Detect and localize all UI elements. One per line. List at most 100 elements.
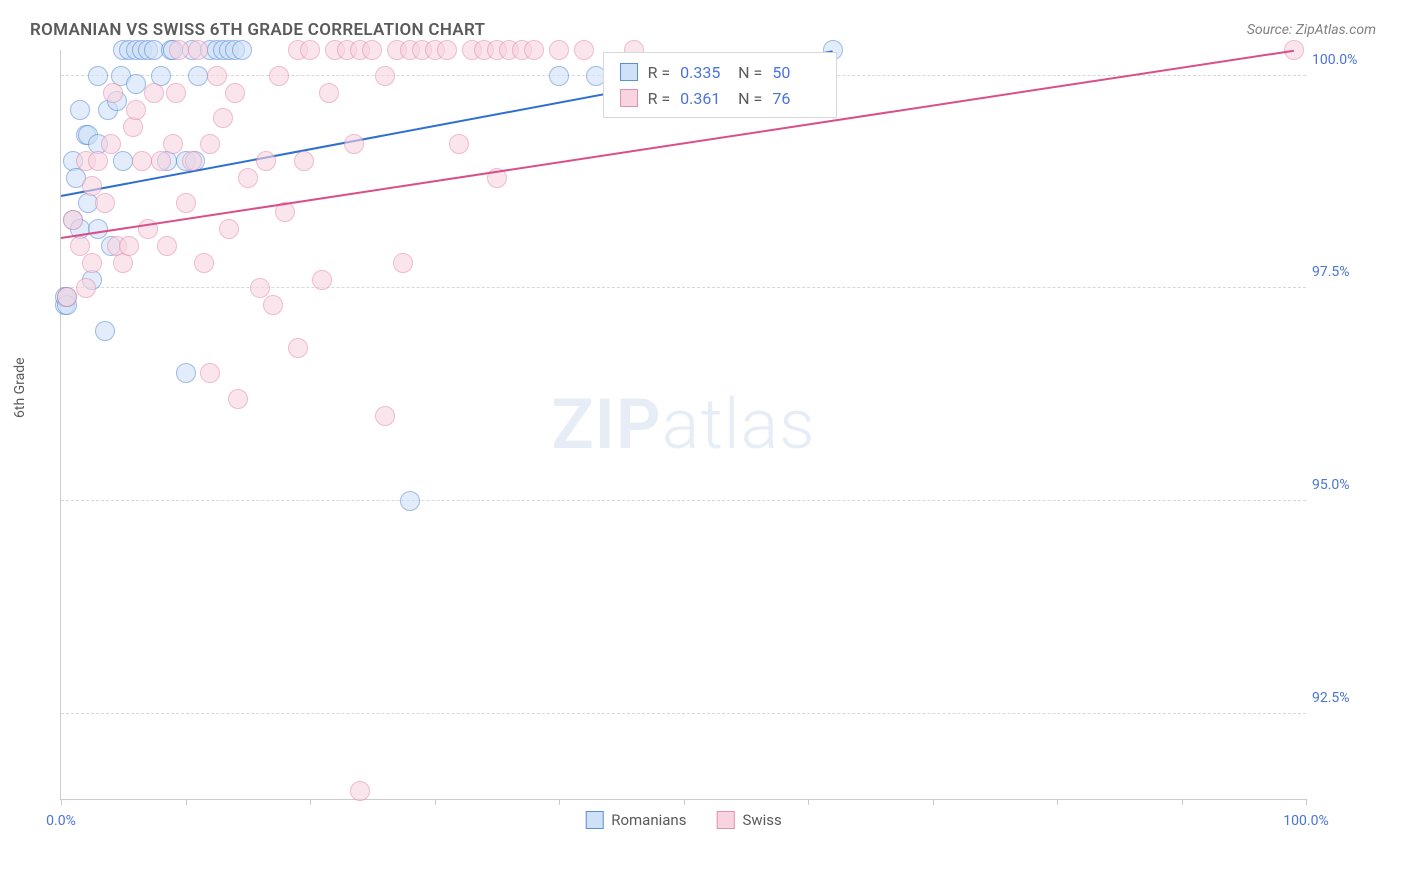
scatter-point bbox=[375, 406, 395, 426]
stat-n-label: N = bbox=[738, 89, 762, 108]
y-tick-label: 100.0% bbox=[1312, 52, 1372, 68]
stats-row: R = 0.361 N = 76 bbox=[620, 85, 821, 111]
legend-swatch-icon bbox=[716, 811, 734, 829]
stats-row: R =0.335N =50 bbox=[620, 59, 821, 85]
scatter-point bbox=[219, 219, 239, 239]
scatter-point bbox=[300, 40, 320, 60]
scatter-point bbox=[70, 100, 90, 120]
legend: Romanians Swiss bbox=[585, 811, 782, 829]
x-tick bbox=[1306, 799, 1307, 805]
scatter-point bbox=[238, 168, 258, 188]
scatter-point bbox=[76, 278, 96, 298]
scatter-point bbox=[250, 278, 270, 298]
scatter-point bbox=[294, 151, 314, 171]
stat-r-label: R = bbox=[648, 89, 671, 108]
legend-swatch-icon bbox=[585, 811, 603, 829]
x-tick bbox=[933, 799, 934, 805]
x-tick bbox=[1182, 799, 1183, 805]
scatter-point bbox=[574, 40, 594, 60]
chart-area: 6th Grade ZIPatlas 92.5%95.0%97.5%100.0%… bbox=[50, 50, 1376, 830]
legend-label: Swiss bbox=[742, 811, 781, 829]
legend-item: Swiss bbox=[716, 811, 781, 829]
watermark: ZIPatlas bbox=[551, 384, 815, 466]
x-tick bbox=[1057, 799, 1058, 805]
stat-r-label: R = bbox=[648, 63, 671, 82]
scatter-point bbox=[213, 108, 233, 128]
scatter-point bbox=[400, 491, 420, 511]
stat-r-value: 0.361 bbox=[680, 89, 728, 108]
legend-swatch-icon bbox=[620, 89, 638, 107]
scatter-point bbox=[151, 151, 171, 171]
legend-item: Romanians bbox=[585, 811, 686, 829]
gridline bbox=[61, 500, 1306, 501]
scatter-point bbox=[113, 253, 133, 273]
scatter-point bbox=[344, 134, 364, 154]
scatter-point bbox=[176, 193, 196, 213]
scatter-point bbox=[82, 253, 102, 273]
scatter-point bbox=[132, 151, 152, 171]
scatter-point bbox=[225, 83, 245, 103]
scatter-point bbox=[350, 781, 370, 801]
scatter-point bbox=[232, 40, 252, 60]
scatter-point bbox=[362, 40, 382, 60]
scatter-point bbox=[188, 40, 208, 60]
scatter-point bbox=[393, 253, 413, 273]
scatter-point bbox=[524, 40, 544, 60]
x-tick bbox=[684, 799, 685, 805]
scatter-point bbox=[95, 193, 115, 213]
scatter-point bbox=[88, 151, 108, 171]
scatter-point bbox=[549, 66, 569, 86]
x-tick bbox=[808, 799, 809, 805]
scatter-point bbox=[57, 287, 77, 307]
scatter-point bbox=[123, 117, 143, 137]
scatter-point bbox=[126, 100, 146, 120]
scatter-point bbox=[449, 134, 469, 154]
x-tick bbox=[186, 799, 187, 805]
scatter-point bbox=[169, 40, 189, 60]
x-tick bbox=[559, 799, 560, 805]
scatter-point bbox=[188, 66, 208, 86]
scatter-point bbox=[126, 74, 146, 94]
scatter-point bbox=[88, 219, 108, 239]
scatter-point bbox=[176, 363, 196, 383]
scatter-point bbox=[157, 236, 177, 256]
scatter-point bbox=[119, 236, 139, 256]
x-tick-label: 100.0% bbox=[1283, 813, 1328, 829]
stat-n-value: 76 bbox=[772, 89, 820, 108]
scatter-point bbox=[88, 66, 108, 86]
scatter-point bbox=[103, 83, 123, 103]
plot-area: ZIPatlas 92.5%95.0%97.5%100.0%0.0%100.0%… bbox=[60, 50, 1306, 800]
scatter-point bbox=[228, 389, 248, 409]
stats-box: R =0.335N =50R =0.361N =76 bbox=[603, 52, 838, 118]
scatter-point bbox=[200, 363, 220, 383]
scatter-point bbox=[312, 270, 332, 290]
y-axis-label: 6th Grade bbox=[12, 357, 28, 418]
scatter-point bbox=[288, 338, 308, 358]
scatter-point bbox=[200, 134, 220, 154]
scatter-point bbox=[375, 66, 395, 86]
scatter-point bbox=[101, 134, 121, 154]
gridline bbox=[61, 713, 1306, 714]
scatter-point bbox=[437, 40, 457, 60]
scatter-point bbox=[82, 176, 102, 196]
scatter-point bbox=[194, 253, 214, 273]
x-tick bbox=[310, 799, 311, 805]
legend-swatch-icon bbox=[620, 63, 638, 81]
scatter-point bbox=[166, 83, 186, 103]
scatter-point bbox=[113, 151, 133, 171]
scatter-point bbox=[263, 295, 283, 315]
scatter-point bbox=[269, 66, 289, 86]
legend-label: Romanians bbox=[611, 811, 686, 829]
y-tick-label: 95.0% bbox=[1312, 477, 1372, 493]
scatter-point bbox=[207, 66, 227, 86]
scatter-point bbox=[95, 321, 115, 341]
scatter-point bbox=[144, 83, 164, 103]
x-tick-label: 0.0% bbox=[46, 813, 76, 829]
gridline bbox=[61, 287, 1306, 288]
scatter-point bbox=[319, 83, 339, 103]
x-tick bbox=[435, 799, 436, 805]
watermark-bold: ZIP bbox=[551, 384, 661, 466]
scatter-point bbox=[63, 210, 83, 230]
scatter-point bbox=[549, 40, 569, 60]
scatter-point bbox=[182, 151, 202, 171]
